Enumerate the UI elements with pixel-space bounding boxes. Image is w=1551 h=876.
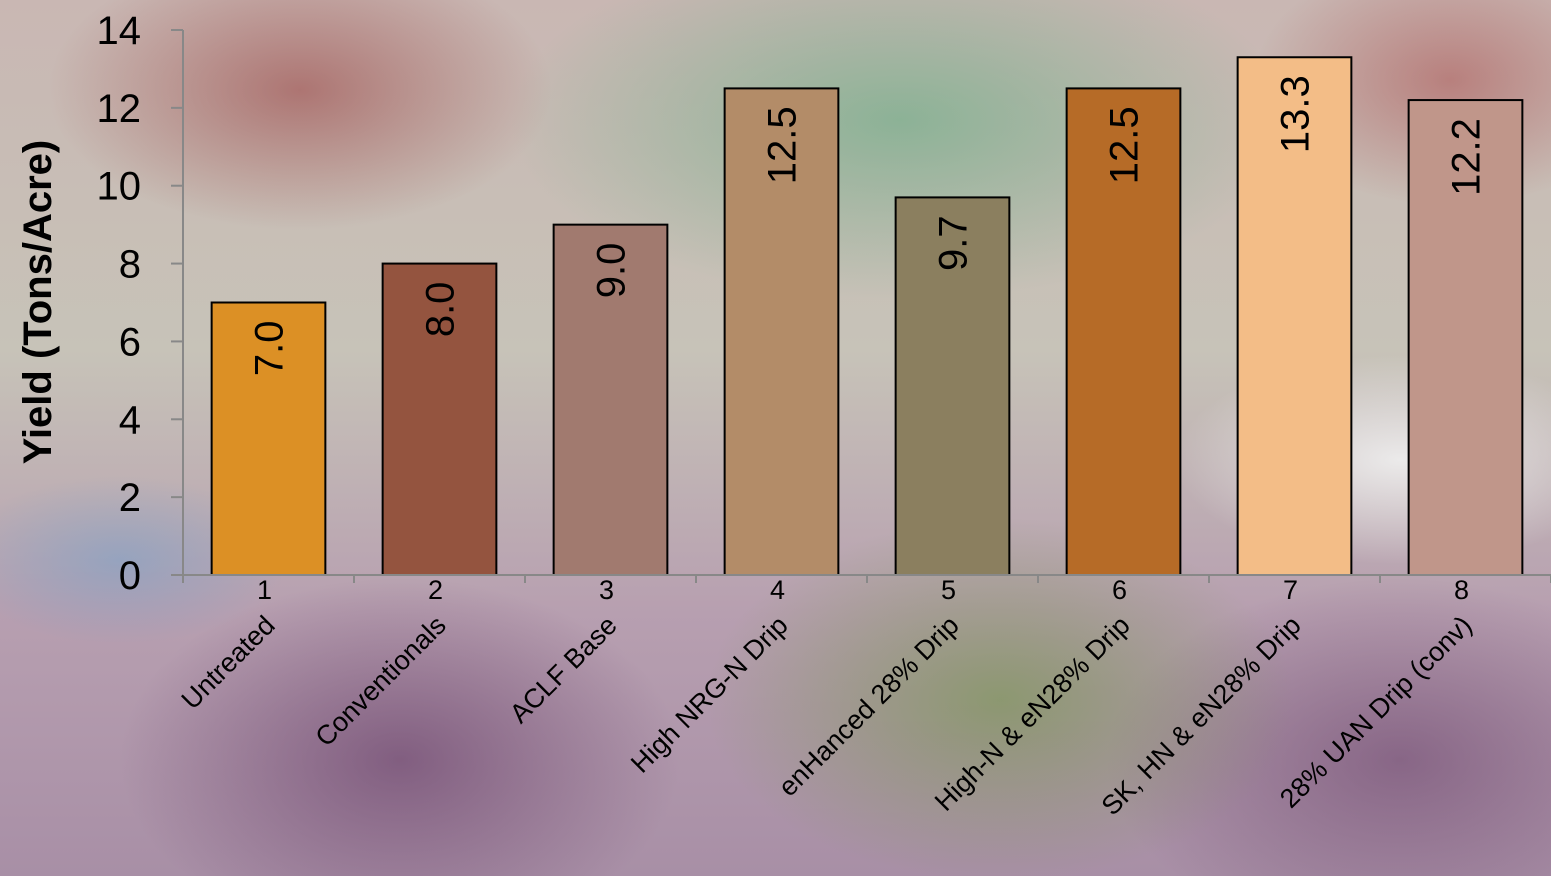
x-category-label: ACLF Base bbox=[504, 610, 623, 729]
x-tick-label: 2 bbox=[428, 575, 443, 605]
x-category-label: 28% UAN Drip (conv) bbox=[1274, 610, 1478, 814]
y-axis: 0 2 4 6 8 10 12 14 bbox=[97, 9, 184, 598]
bar-value-label: 13.3 bbox=[1274, 75, 1318, 153]
y-tick-label: 4 bbox=[119, 398, 141, 442]
bar bbox=[210, 301, 327, 576]
bars: 7.0 8.0 9.0 12.5 9.7 12.5 13.3 12.2 bbox=[210, 56, 1524, 577]
x-tick-label: 5 bbox=[941, 575, 956, 605]
bar-value-label: 9.0 bbox=[590, 243, 634, 299]
x-tick-label: 8 bbox=[1454, 575, 1469, 605]
x-category-label: enHanced 28% Drip bbox=[773, 610, 965, 802]
bar-value-label: 12.5 bbox=[761, 106, 805, 184]
x-tick-label: 1 bbox=[257, 575, 272, 605]
bar bbox=[1407, 99, 1524, 576]
bar-value-label: 9.7 bbox=[932, 215, 976, 271]
x-tick-label: 3 bbox=[599, 575, 614, 605]
y-tick-label: 14 bbox=[97, 9, 142, 53]
bar bbox=[723, 87, 840, 577]
bar-value-label: 8.0 bbox=[419, 282, 463, 338]
bar-value-label: 7.0 bbox=[248, 321, 292, 377]
bar-value-label: 12.2 bbox=[1445, 118, 1489, 196]
x-category-label: Conventionals bbox=[310, 610, 452, 752]
y-axis-label: Yield (Tons/Acre) bbox=[16, 140, 60, 465]
bar bbox=[552, 223, 669, 576]
y-tick-label: 6 bbox=[119, 320, 141, 364]
x-tick-label: 6 bbox=[1112, 575, 1127, 605]
x-axis: 1 Untreated 2 Conventionals 3 ACLF Base 4 High … bbox=[176, 574, 1551, 821]
y-tick-label: 2 bbox=[119, 476, 141, 520]
bar bbox=[1236, 56, 1353, 576]
x-category-label: High NRG-N Drip bbox=[625, 610, 794, 779]
x-category-label: High-N & eN28% Drip bbox=[929, 610, 1136, 817]
bar-value-label: 12.5 bbox=[1103, 106, 1147, 184]
x-tick-label: 4 bbox=[770, 575, 785, 605]
y-tick-label: 10 bbox=[97, 165, 142, 209]
y-tick-label: 8 bbox=[119, 243, 141, 287]
x-category-label: Untreated bbox=[176, 610, 281, 715]
x-tick-label: 7 bbox=[1283, 575, 1298, 605]
y-tick-label: 12 bbox=[97, 87, 142, 131]
bar bbox=[381, 262, 498, 576]
y-tick-label: 0 bbox=[119, 554, 141, 598]
x-category-label: SK, HN & eN28% Drip bbox=[1096, 610, 1307, 821]
